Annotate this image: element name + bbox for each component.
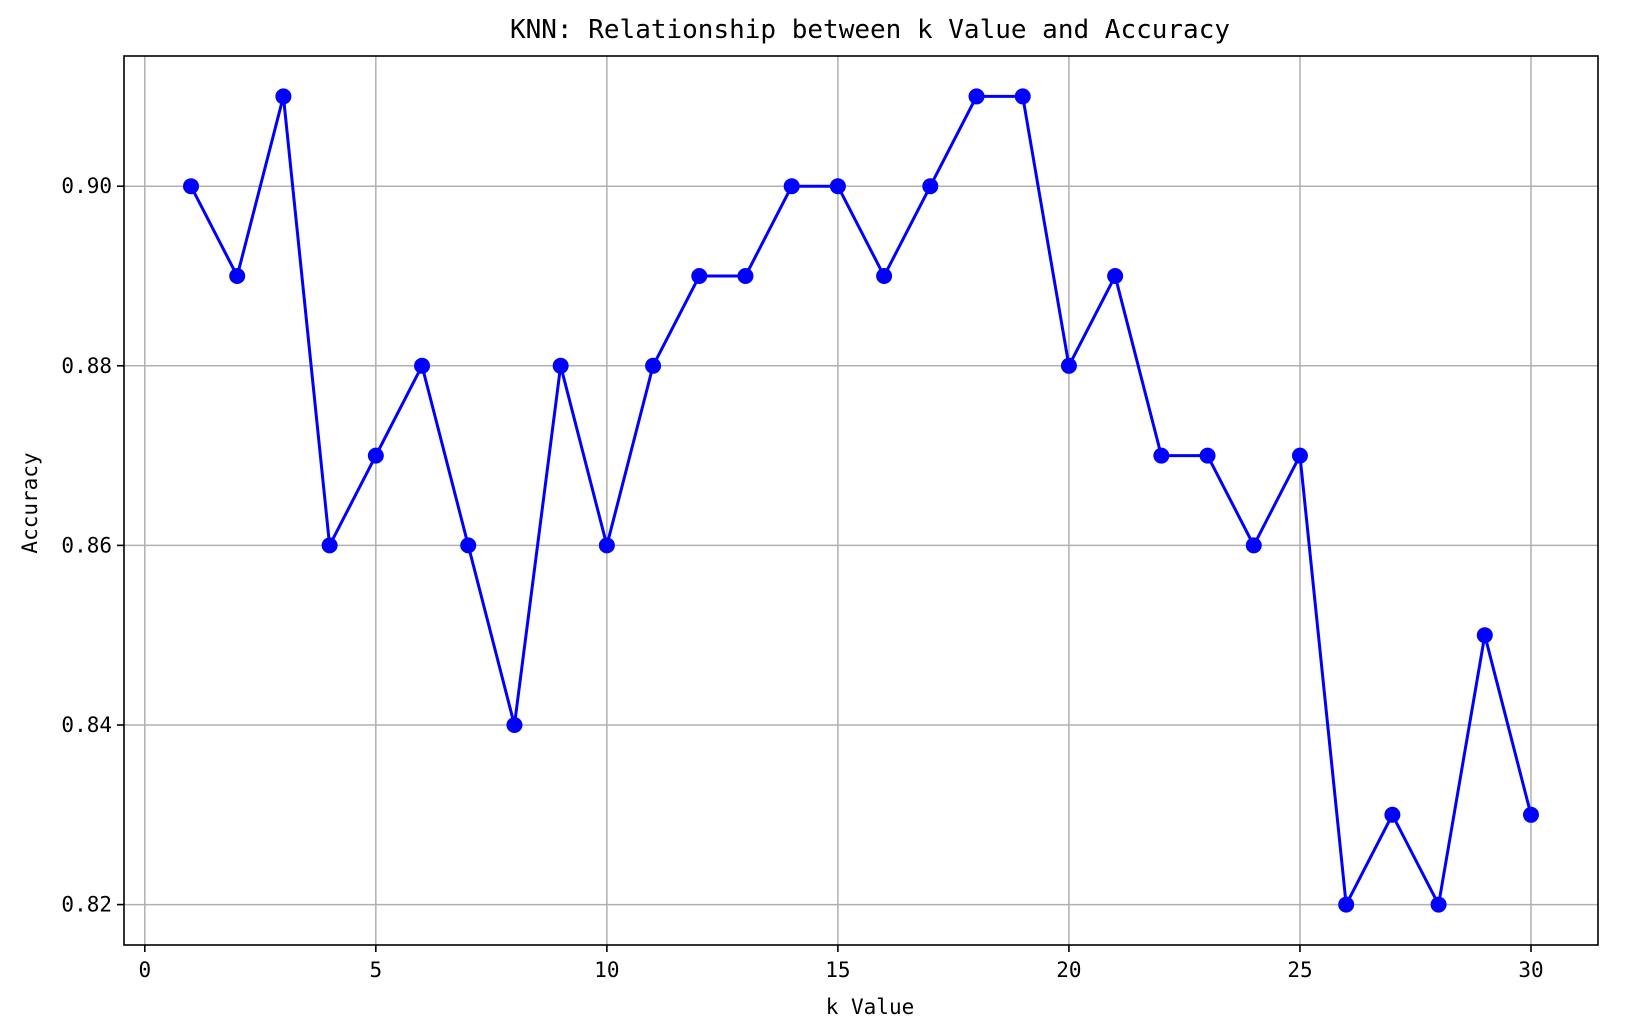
data-point <box>460 537 477 554</box>
tick-layer: 0 5 10 15 20 25 30 0.82 0.84 0.86 0.88 0.90 <box>61 174 1543 982</box>
data-point <box>968 88 985 105</box>
y-axis-label: Accuracy <box>18 452 42 553</box>
grid-layer <box>124 56 1598 945</box>
data-point <box>1107 268 1124 285</box>
y-tick-label: 0.82 <box>61 893 112 917</box>
x-tick-label: 15 <box>825 958 850 982</box>
x-tick-label: 20 <box>1056 958 1081 982</box>
data-point <box>552 357 569 374</box>
data-point <box>1014 88 1031 105</box>
data-point <box>598 537 615 554</box>
data-point <box>645 357 662 374</box>
data-point <box>367 447 384 464</box>
x-tick-label: 10 <box>594 958 619 982</box>
data-point <box>1153 447 1170 464</box>
data-point <box>1523 806 1539 823</box>
plot-frame <box>123 55 1599 946</box>
y-tick-label: 0.88 <box>61 354 112 378</box>
chart-title: KNN: Relationship between k Value and Ac… <box>510 15 1230 45</box>
x-tick-label: 0 <box>138 958 151 982</box>
x-tick-label: 30 <box>1518 958 1543 982</box>
x-tick-label: 25 <box>1287 958 1312 982</box>
data-point <box>691 268 708 285</box>
data-point <box>1338 896 1355 913</box>
y-tick-label: 0.86 <box>61 533 112 557</box>
data-point <box>414 357 431 374</box>
data-point <box>829 178 846 195</box>
data-point <box>321 537 338 554</box>
x-tick-label: 5 <box>369 958 382 982</box>
data-point <box>783 178 800 195</box>
data-point <box>275 88 292 105</box>
data-point <box>506 716 523 733</box>
y-tick-label: 0.90 <box>61 174 112 198</box>
data-point <box>1060 357 1077 374</box>
data-point <box>1384 806 1401 823</box>
data-point <box>229 268 246 285</box>
series-line <box>189 94 1533 907</box>
data-point <box>1291 447 1308 464</box>
y-tick-label: 0.84 <box>61 713 112 737</box>
data-point <box>1430 896 1447 913</box>
data-point <box>922 178 939 195</box>
series-layer <box>183 88 1539 913</box>
data-point <box>183 178 199 195</box>
data-point <box>1199 447 1216 464</box>
data-point <box>876 268 893 285</box>
data-point <box>1476 627 1493 644</box>
data-point <box>1245 537 1262 554</box>
x-axis-label: k Value <box>826 995 915 1019</box>
data-point <box>737 268 754 285</box>
